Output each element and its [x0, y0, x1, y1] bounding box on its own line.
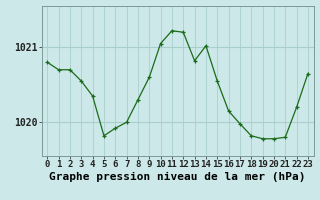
- X-axis label: Graphe pression niveau de la mer (hPa): Graphe pression niveau de la mer (hPa): [49, 172, 306, 182]
